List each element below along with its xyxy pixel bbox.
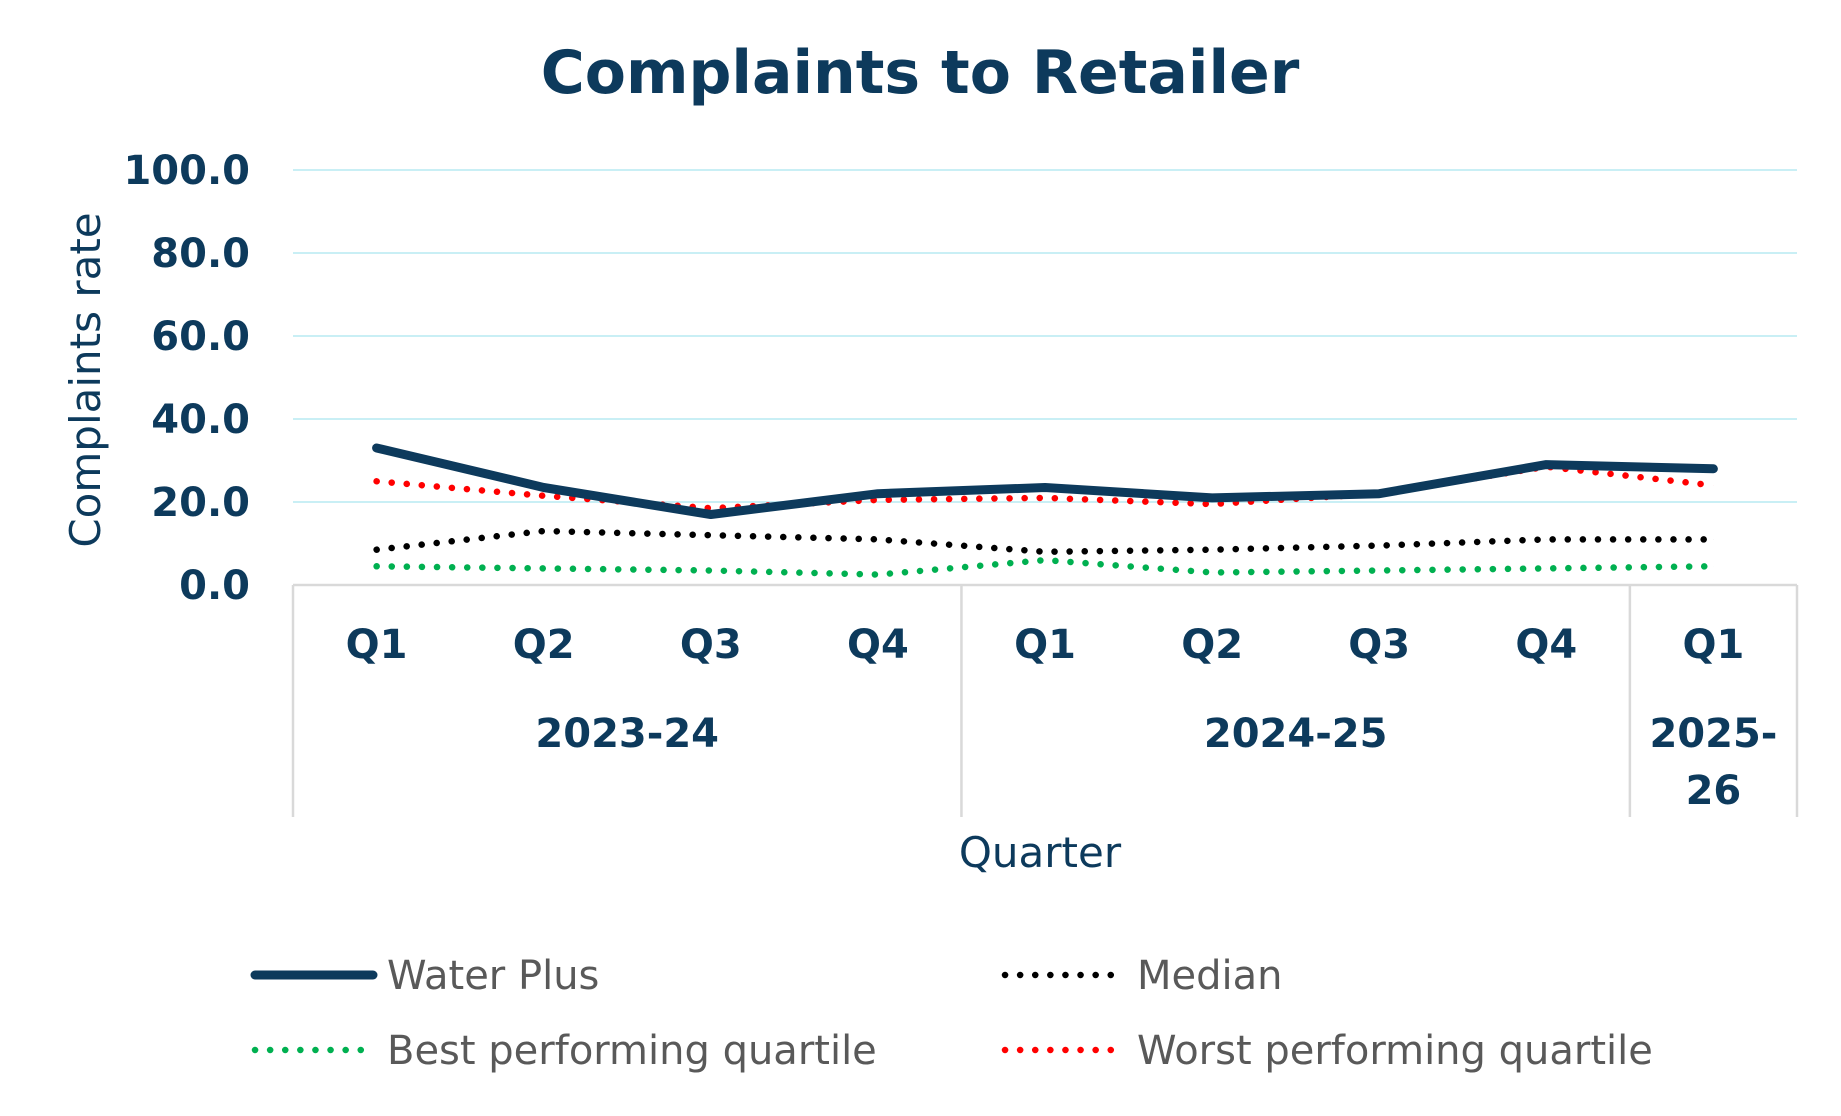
x-tick-label: Q2	[1181, 622, 1243, 668]
x-group-labels: 2023-24 2024-25 2025- 26	[535, 711, 1777, 814]
legend-item-median: Median	[1005, 953, 1283, 999]
x-group-label: 26	[1686, 768, 1742, 814]
x-tick-label: Q4	[1515, 622, 1577, 668]
x-tick-label: Q3	[680, 622, 742, 668]
x-tick-label: Q1	[1014, 622, 1076, 668]
series-lines	[376, 448, 1713, 575]
series-line-water-plus	[377, 448, 1714, 515]
y-tick-label: 20.0	[151, 480, 250, 526]
y-tick-label: 40.0	[151, 397, 250, 443]
x-group-label: 2025-	[1649, 711, 1777, 757]
axes	[293, 585, 1797, 817]
series-line-median	[377, 531, 1714, 552]
y-axis-title: Complaints rate	[61, 212, 110, 547]
x-tick-label: Q2	[513, 622, 575, 668]
legend-item-worst-performing-quartile: Worst performing quartile	[1005, 1028, 1653, 1074]
legend-item-best-performing-quartile: Best performing quartile	[255, 1028, 877, 1074]
legend-label: Water Plus	[387, 953, 599, 999]
x-tick-label: Q1	[1683, 622, 1745, 668]
x-tick-label: Q1	[346, 622, 408, 668]
legend-label: Median	[1137, 953, 1283, 999]
chart-title: Complaints to Retailer	[541, 38, 1300, 108]
legend-item-water-plus: Water Plus	[255, 953, 599, 999]
y-tick-label: 60.0	[151, 314, 250, 360]
x-group-label: 2024-25	[1204, 711, 1388, 757]
x-group-label: 2023-24	[535, 711, 719, 757]
y-tick-label: 80.0	[151, 231, 250, 277]
x-tick-label: Q4	[847, 622, 909, 668]
y-tick-label: 0.0	[179, 563, 250, 609]
legend-label: Best performing quartile	[387, 1028, 877, 1074]
x-tick-label: Q3	[1348, 622, 1410, 668]
x-tick-labels: Q1 Q2 Q3 Q4 Q1 Q2 Q3 Q4 Q1	[346, 622, 1745, 668]
legend-label: Worst performing quartile	[1137, 1028, 1653, 1074]
grid-lines	[293, 170, 1797, 502]
series-line-best-performing-quartile	[377, 560, 1714, 575]
legend: Water Plus Median Best performing quartile…	[255, 953, 1653, 1074]
y-tick-labels: 100.0 80.0 60.0 40.0 20.0 0.0	[123, 148, 250, 609]
y-tick-label: 100.0	[123, 148, 250, 194]
x-axis-title: Quarter	[959, 828, 1122, 877]
